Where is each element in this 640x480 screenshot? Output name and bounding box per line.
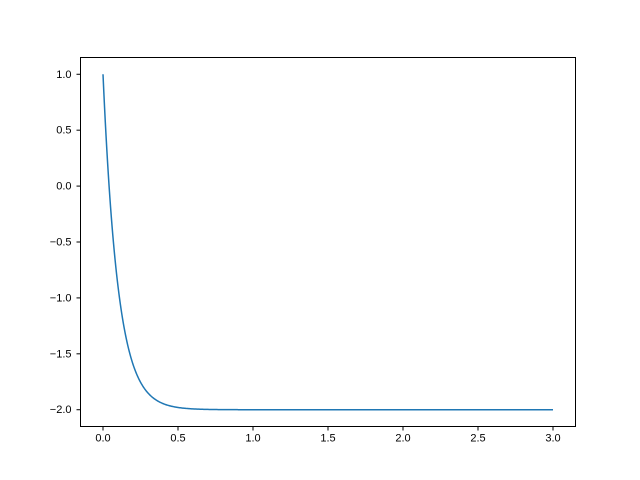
svg-text:−1.0: −1.0 bbox=[50, 292, 72, 304]
svg-text:0.0: 0.0 bbox=[56, 181, 71, 193]
svg-text:1.0: 1.0 bbox=[245, 432, 260, 444]
svg-text:2.5: 2.5 bbox=[470, 432, 485, 444]
svg-text:1.0: 1.0 bbox=[56, 69, 71, 81]
svg-text:0.5: 0.5 bbox=[170, 432, 185, 444]
svg-text:−0.5: −0.5 bbox=[50, 237, 72, 249]
svg-text:3.0: 3.0 bbox=[545, 432, 560, 444]
svg-text:−2.0: −2.0 bbox=[50, 404, 72, 416]
svg-text:0.0: 0.0 bbox=[95, 432, 110, 444]
svg-text:2.0: 2.0 bbox=[395, 432, 410, 444]
svg-text:−1.5: −1.5 bbox=[50, 348, 72, 360]
svg-text:1.5: 1.5 bbox=[320, 432, 335, 444]
svg-text:0.5: 0.5 bbox=[56, 125, 71, 137]
